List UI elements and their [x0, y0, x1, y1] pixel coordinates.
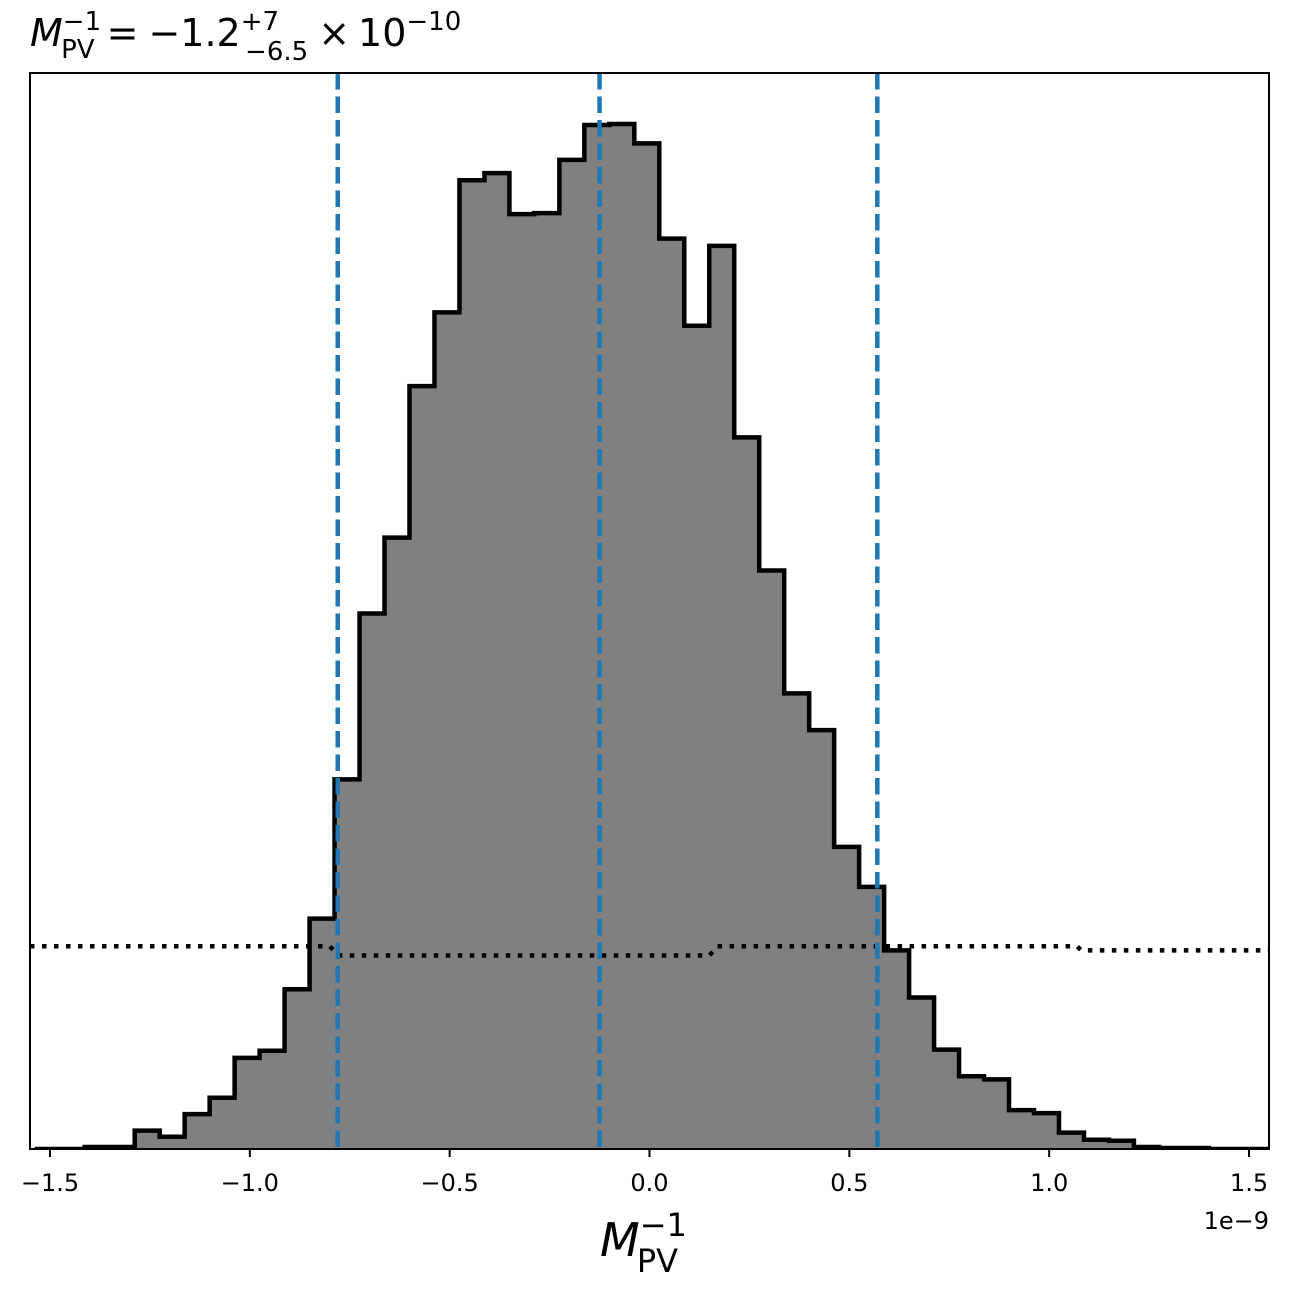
- title-times: ×: [318, 11, 350, 55]
- histogram-bar: [184, 1114, 211, 1149]
- histogram-bar: [709, 245, 735, 1149]
- x-tick-label: 0.0: [630, 1169, 668, 1197]
- histogram-bar: [909, 997, 935, 1149]
- histogram-bar: [159, 1136, 186, 1149]
- histogram-bar: [659, 238, 685, 1149]
- x-tick-label: −1.5: [21, 1169, 79, 1197]
- histogram-bar: [1083, 1139, 1110, 1149]
- histogram-bar: [609, 123, 635, 1149]
- histogram-bar: [1033, 1113, 1060, 1149]
- histogram-bar: [409, 386, 435, 1149]
- histogram-bar: [934, 1049, 960, 1149]
- x-tick-label: 1.0: [1030, 1169, 1068, 1197]
- title-upper-err: +7: [241, 7, 279, 37]
- histogram-bar: [834, 846, 860, 1149]
- histogram-bar: [584, 125, 610, 1149]
- x-tick-label: −0.5: [421, 1169, 479, 1197]
- histogram-bar: [684, 325, 710, 1149]
- histogram-bar: [859, 886, 885, 1149]
- prior-dotted-line: [30, 943, 1269, 958]
- histogram-bar: [234, 1057, 261, 1149]
- histogram-bar: [984, 1079, 1010, 1149]
- overlay-lines: [30, 73, 1269, 1149]
- svg-text:M−1PV: M−1 PV: [600, 1206, 687, 1280]
- histogram-bar: [759, 570, 785, 1149]
- histogram-outline: [34, 121, 1269, 1149]
- xlabel-symbol: M: [600, 1213, 640, 1267]
- histogram-bar: [1108, 1140, 1135, 1149]
- title-value: −1.2: [148, 11, 240, 55]
- axes: −1.5 −1.0 −0.5 0.0 0.5 1.0 1.5: [21, 72, 1270, 1197]
- histogram-bar: [1058, 1132, 1085, 1149]
- histogram-bar: [809, 730, 835, 1149]
- histogram-bar: [734, 437, 760, 1149]
- histogram-bar: [309, 918, 336, 1149]
- title-symbol-sub: PV: [61, 35, 95, 65]
- histogram-bar: [559, 159, 585, 1149]
- xlabel-sub: PV: [637, 1242, 678, 1280]
- histogram-bar: [1009, 1110, 1035, 1149]
- histogram-bar: [784, 693, 810, 1149]
- histogram-bar: [459, 180, 485, 1149]
- title-base: 10: [358, 11, 406, 55]
- histogram-bar: [134, 1130, 161, 1149]
- histogram-bar: [209, 1097, 236, 1149]
- title-symbol: M: [30, 11, 63, 55]
- svg-text:M−1PV=−1.2+7−6.5×10−10: M−1 PV = −1.2+7 −6.5 × 10−10: [30, 7, 461, 67]
- x-tick-label: −1.0: [221, 1169, 279, 1197]
- title-symbol-sup: −1: [63, 7, 101, 37]
- histogram-bar: [434, 312, 460, 1149]
- histogram-bar: [959, 1076, 985, 1149]
- chart-title: M−1 PV = −1.2+7 −6.5 × 10−10: [30, 7, 461, 67]
- x-offset-text: 1e−9: [1204, 1207, 1269, 1235]
- histogram-bar: [534, 213, 560, 1149]
- histogram-bar: [284, 989, 311, 1149]
- histogram-bar: [634, 143, 660, 1149]
- histogram-bar: [884, 950, 910, 1149]
- histogram-bar: [509, 214, 535, 1149]
- x-axis-label: M−1 PV: [600, 1206, 687, 1280]
- histogram-bar: [359, 613, 386, 1149]
- histogram-bar: [259, 1050, 286, 1149]
- x-tick-label: 1.5: [1230, 1169, 1268, 1197]
- histogram-bar: [384, 537, 410, 1149]
- title-exponent: −10: [406, 7, 461, 37]
- xlabel-sup: −1: [640, 1206, 687, 1244]
- title-lower-err: −6.5: [245, 37, 308, 67]
- histogram-bars: [34, 121, 1269, 1149]
- x-tick-label: 0.5: [830, 1169, 868, 1197]
- title-equals: =: [107, 11, 139, 55]
- histogram-bar: [484, 173, 510, 1149]
